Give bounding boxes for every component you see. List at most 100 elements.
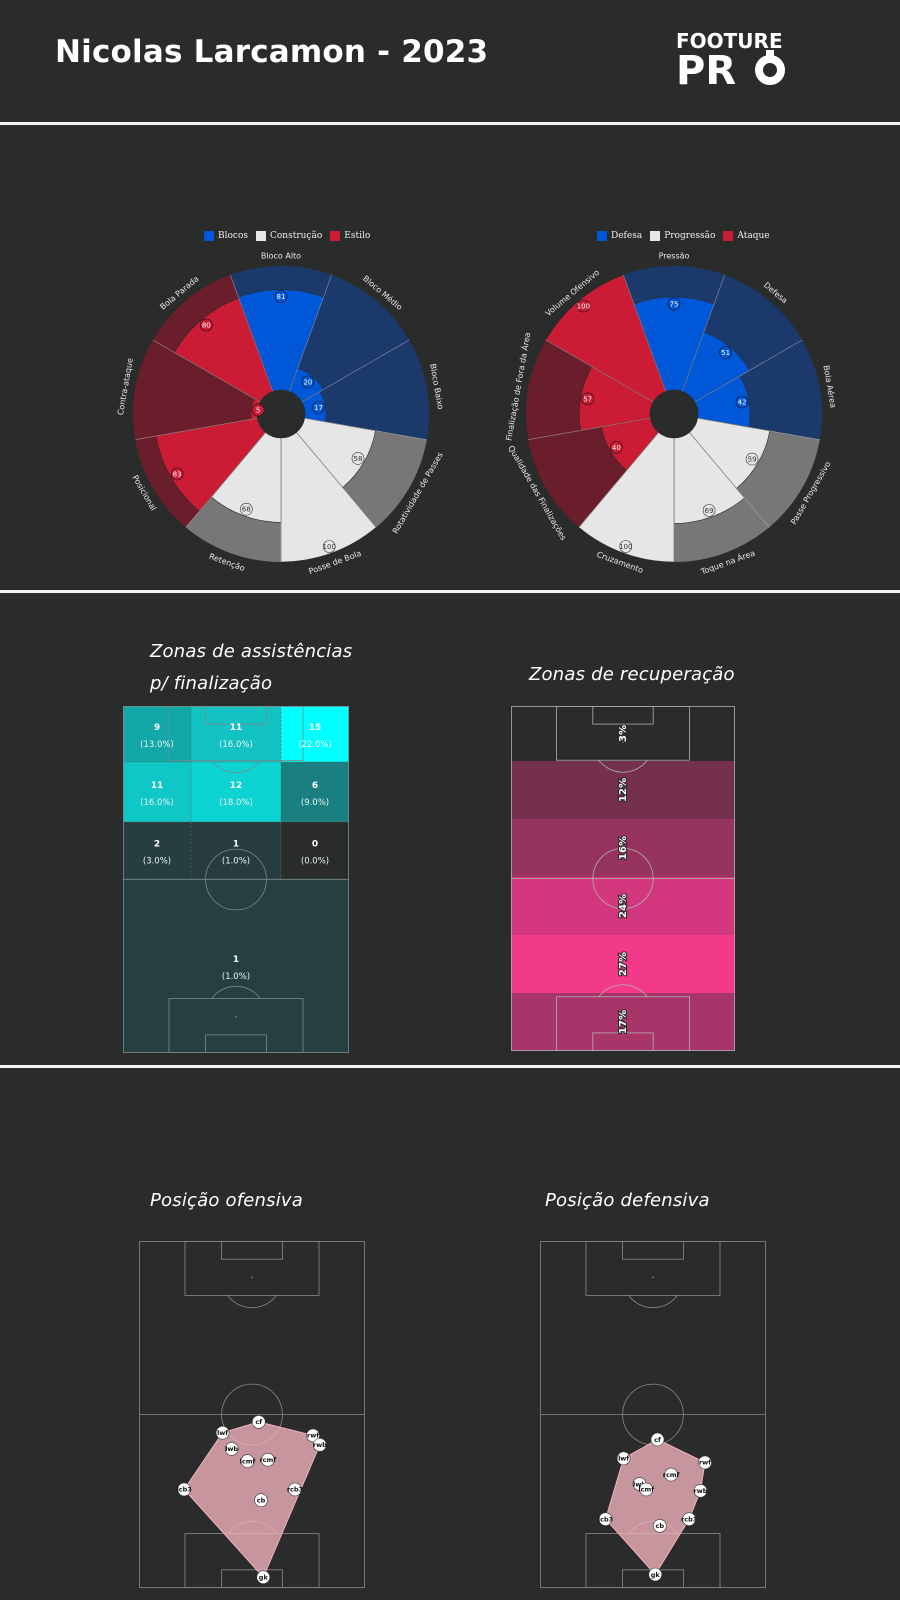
bottom-six-yard-box	[221, 1569, 283, 1588]
player-marker	[598, 1512, 613, 1526]
legend-item: Construção	[256, 231, 322, 241]
legend-item: Defesa	[597, 231, 642, 241]
top-six-yard-box	[622, 1241, 684, 1260]
top-penalty-arc	[628, 1295, 678, 1309]
radar-value-badge	[702, 504, 716, 517]
bottom-penalty-spot	[622, 1014, 624, 1016]
player-marker	[215, 1425, 230, 1440]
player-role-label: lwf	[618, 1455, 629, 1463]
assist-zone-count: 6	[312, 781, 318, 791]
bottom-six-yard-box	[205, 1034, 267, 1053]
radar-value-badge	[610, 440, 623, 454]
bottom-penalty-arc	[211, 985, 261, 999]
radar-value-badge	[619, 540, 633, 553]
player-role-label: rcb3	[681, 1515, 697, 1523]
page-title: Nicolas Larcamon - 2023	[55, 34, 489, 70]
center-circle	[205, 848, 267, 911]
recovery-zone-percent: 17%	[618, 1010, 629, 1034]
player-role-label: lwb	[633, 1480, 646, 1488]
player-role-label: lwf	[217, 1429, 228, 1437]
player-marker	[693, 1483, 708, 1498]
bottom-penalty-arc	[598, 984, 648, 998]
assist-zone-count: 15	[309, 723, 322, 733]
footure-pro-logo: FOOTURE PR	[676, 29, 785, 88]
assist-zone-count: 1	[233, 955, 239, 965]
player-role-label: gk	[651, 1571, 661, 1579]
player-role-label: rcmf	[259, 1456, 276, 1464]
top-penalty-arc	[211, 760, 261, 774]
radar-legend-right: Defesa Progressão Ataque	[597, 231, 770, 241]
assist-zone-count: 0	[312, 840, 318, 850]
player-marker	[261, 1452, 275, 1467]
radar-value-label: 59	[748, 456, 757, 464]
recovery-zone-band	[511, 935, 735, 993]
radar-spoke	[578, 432, 659, 528]
radar-legend-left: Blocos Construção Estilo	[204, 231, 370, 241]
player-marker	[698, 1455, 712, 1470]
divider-top	[0, 122, 900, 125]
radar-spoke	[697, 417, 820, 440]
assist-zone-cell	[280, 821, 349, 880]
assist-zone-percent: (18.0%)	[219, 798, 253, 808]
top-penalty-box	[168, 706, 304, 761]
recovery-zone-percent: 27%	[618, 952, 629, 976]
top-penalty-box	[556, 706, 690, 761]
assist-zone-percent: (0.0%)	[301, 857, 329, 867]
radar-value-label: 75	[670, 301, 679, 309]
defensive-position-title: Posição defensiva	[545, 1190, 710, 1211]
radar-category-label: Bola Aérea	[821, 364, 838, 408]
radar-value-badge	[322, 540, 336, 553]
assist-zone-percent: (3.0%)	[143, 857, 171, 867]
radar-spoke	[296, 432, 377, 528]
player-marker	[254, 1493, 268, 1508]
assist-zone-count: 2	[154, 840, 160, 850]
radar-value-badge	[351, 452, 365, 465]
assist-zone-cell	[123, 821, 192, 880]
player-role-label: cb	[656, 1522, 665, 1530]
player-role-label: rcb3	[287, 1486, 303, 1494]
player-role-label: cb	[257, 1497, 266, 1505]
radar-value-label: 100	[619, 543, 632, 551]
radar-spoke	[694, 339, 803, 403]
player-marker	[306, 1428, 320, 1443]
player-role-label: lcmf	[240, 1457, 256, 1465]
player-marker	[177, 1482, 192, 1497]
player-role-label: lcmf	[638, 1486, 654, 1494]
radar-value-badge	[301, 375, 315, 389]
recovery-zone-band	[511, 993, 735, 1051]
radar-value-label: 42	[738, 399, 747, 407]
player-marker	[650, 1432, 665, 1447]
player-marker	[664, 1467, 678, 1482]
radar-value-label: 17	[314, 404, 323, 412]
player-role-label: rwf	[307, 1432, 319, 1440]
radar-value-label: 57	[583, 395, 592, 403]
player-marker	[313, 1438, 327, 1452]
radar-value-badge	[200, 318, 213, 332]
radar-value-badge	[240, 502, 253, 516]
top-penalty-spot	[235, 741, 237, 744]
player-marker	[682, 1512, 696, 1526]
radar-value-badge	[170, 467, 184, 481]
radar-value-label: 81	[277, 293, 286, 301]
radar-value-label: 83	[173, 470, 182, 478]
recovery-zones-pitch: 3% 12% 16% 24% 27% 17%	[511, 706, 735, 1051]
player-role-label: lcb3	[598, 1515, 613, 1523]
divider-bottom	[0, 1065, 900, 1068]
assist-zone-count: 1	[233, 840, 239, 850]
assist-zone-count: 9	[154, 723, 160, 733]
recovery-zone-percent: 3%	[618, 725, 629, 742]
player-role-label: rwb	[694, 1487, 708, 1495]
assist-zone-cell	[123, 878, 349, 1053]
legend-label: Defesa	[611, 231, 643, 241]
assist-zone-count: 12	[230, 781, 243, 791]
assist-zone-cell	[280, 761, 349, 823]
radar-value-label: 100	[577, 302, 590, 310]
radar-category-label: Pressão	[659, 252, 690, 261]
recovery-zone-percent: 12%	[618, 778, 629, 802]
center-circle	[592, 847, 654, 910]
radar-center	[650, 390, 698, 438]
legend-label: Progressão	[664, 231, 716, 241]
assist-zone-percent: (22.0%)	[298, 740, 332, 750]
legend-label: Ataque	[737, 231, 770, 241]
